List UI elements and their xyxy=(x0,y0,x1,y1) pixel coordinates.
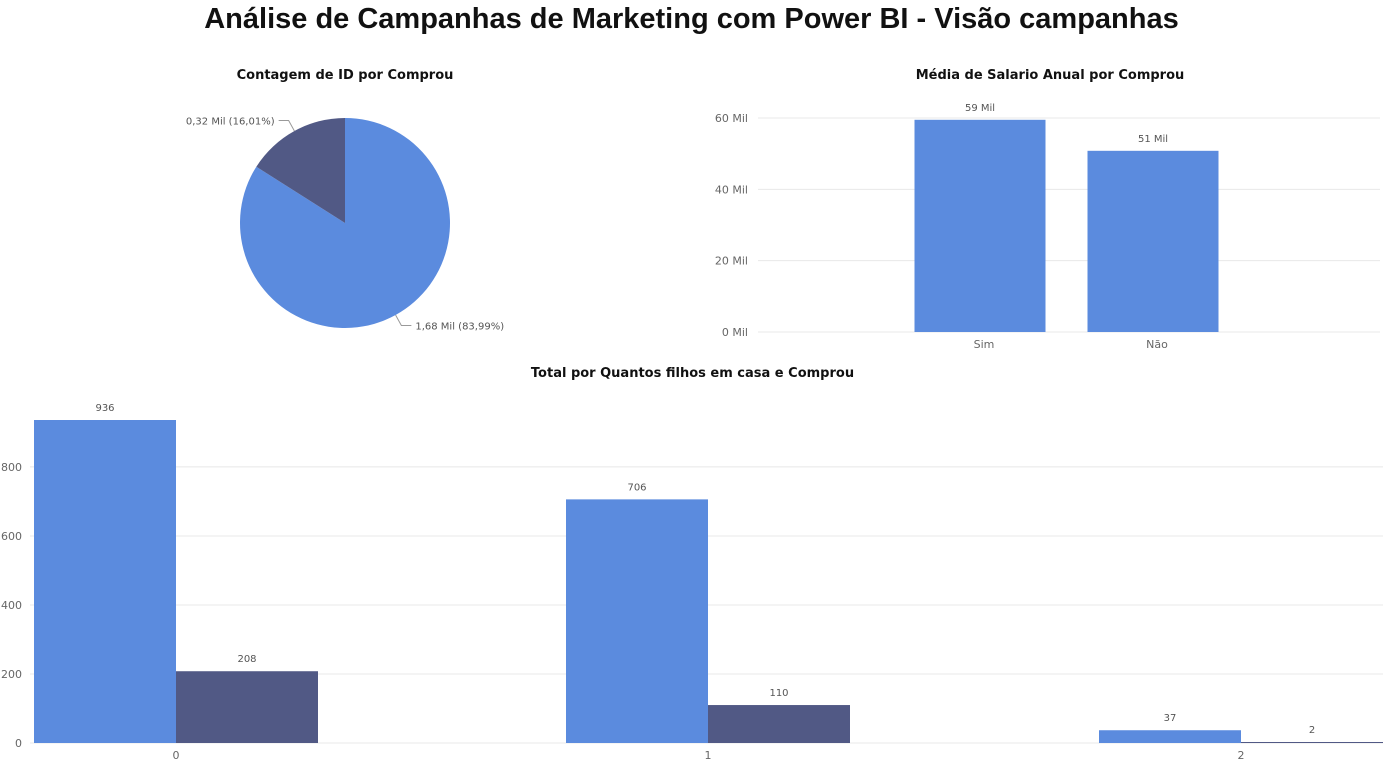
kids-xtick-0: 0 xyxy=(173,749,180,762)
page-title: Análise de Campanhas de Marketing com Po… xyxy=(204,3,1179,35)
kids-bar-1-1 xyxy=(708,705,850,743)
pie-leader-line-0 xyxy=(395,314,412,327)
salary-ytick-0: 0 Mil xyxy=(722,326,748,339)
kids-ytick-4: 800 xyxy=(1,461,22,474)
salary-bar-1 xyxy=(1087,150,1219,332)
salary-bar-0 xyxy=(914,119,1046,333)
salary-ytick-2: 40 Mil xyxy=(715,183,748,196)
kids-data-label-1-1: 110 xyxy=(769,688,788,699)
kids-bar-1-0 xyxy=(566,499,708,743)
kids-data-label-2-0: 37 xyxy=(1164,713,1177,724)
salary-data-label-0: 59 Mil xyxy=(965,103,995,114)
salary-xtick-0: Sim xyxy=(974,338,995,351)
kids-xtick-2: 2 xyxy=(1238,749,1245,762)
pie-chart-title: Contagem de ID por Comprou xyxy=(236,68,454,83)
salary-ytick-1: 20 Mil xyxy=(715,255,748,268)
kids-bar-2-1 xyxy=(1241,742,1383,743)
kids-bar-2-0 xyxy=(1099,730,1241,743)
kids-bar-0-1 xyxy=(176,671,318,743)
kids-ytick-3: 600 xyxy=(1,530,22,543)
pie-leader-line-1 xyxy=(278,119,295,132)
kids-ytick-2: 400 xyxy=(1,599,22,612)
salary-chart-title: Média de Salario Anual por Comprou xyxy=(915,68,1185,83)
kids-bar-0-0 xyxy=(34,420,176,743)
kids-data-label-2-1: 2 xyxy=(1309,725,1315,736)
pie-slice-1 xyxy=(256,118,345,223)
kids-data-label-1-0: 706 xyxy=(627,482,646,493)
kids-ytick-1: 200 xyxy=(1,668,22,681)
pie-label-1: 0,32 Mil (16,01%) xyxy=(186,116,275,127)
pie-label-0: 1,68 Mil (83,99%) xyxy=(415,322,504,333)
kids-ytick-0: 0 xyxy=(15,737,22,750)
kids-data-label-0-0: 936 xyxy=(95,403,114,414)
kids-data-label-0-1: 208 xyxy=(237,654,256,665)
salary-ytick-3: 60 Mil xyxy=(715,112,748,125)
salary-data-label-1: 51 Mil xyxy=(1138,134,1168,145)
salary-xtick-1: Não xyxy=(1146,338,1168,351)
kids-xtick-1: 1 xyxy=(705,749,712,762)
kids-chart-title: Total por Quantos filhos em casa e Compr… xyxy=(530,366,855,381)
